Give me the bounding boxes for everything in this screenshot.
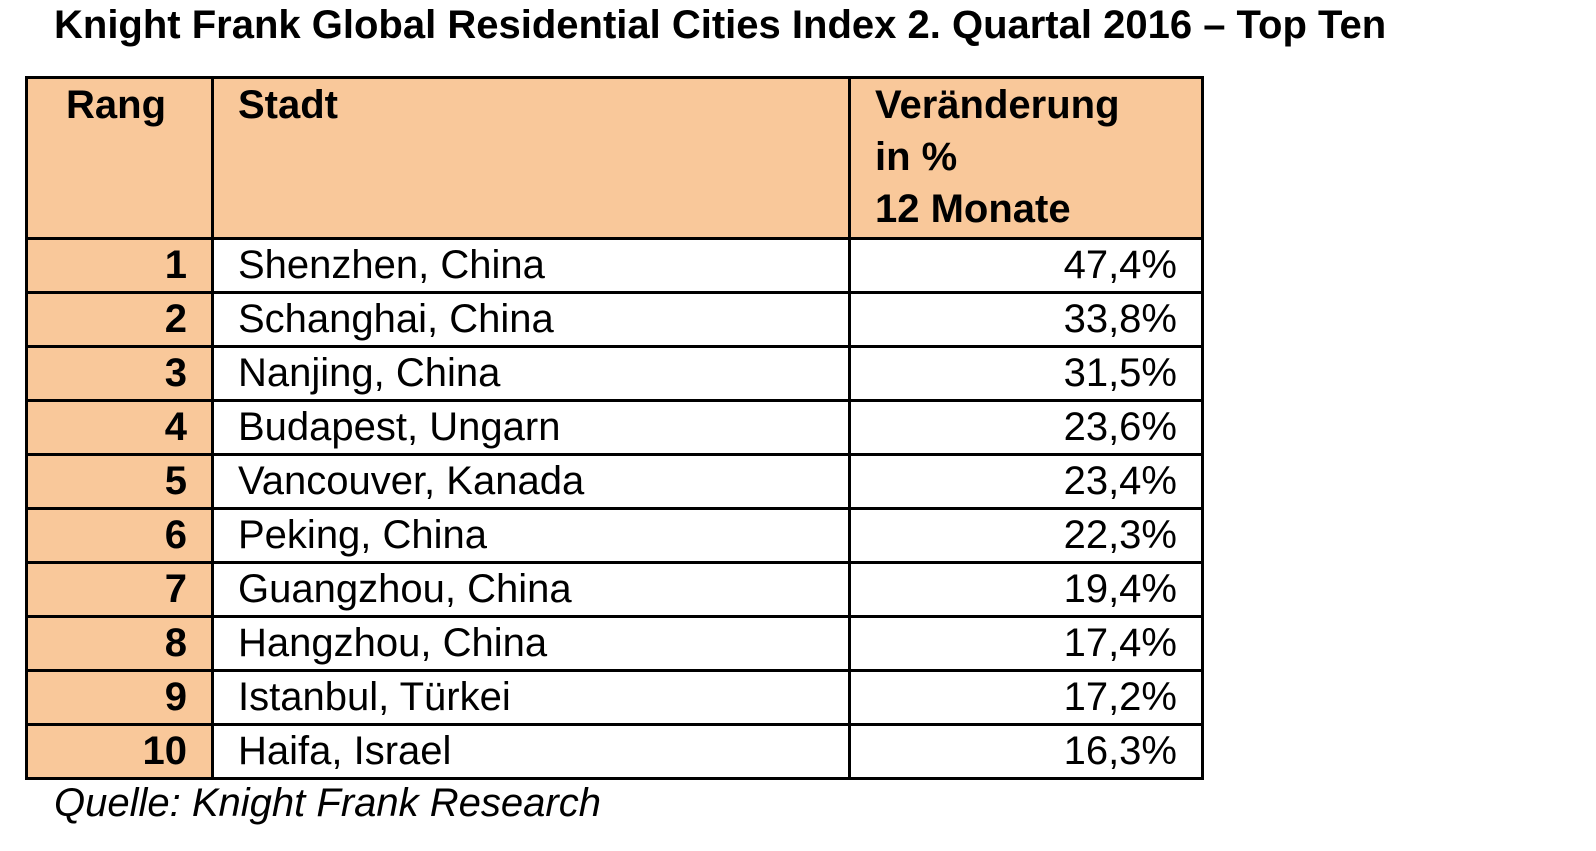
rank-cell: 4: [25, 399, 214, 456]
change-cell: 33,8%: [848, 291, 1204, 348]
header-rank: Rang: [25, 76, 214, 240]
table-row: 10 Haifa, Israel 16,3%: [25, 723, 1204, 780]
table-row: 4 Budapest, Ungarn 23,6%: [25, 399, 1204, 456]
header-change-line1: Veränderung: [875, 83, 1120, 127]
change-cell: 23,6%: [848, 399, 1204, 456]
source-note: Quelle: Knight Frank Research: [54, 781, 601, 825]
table-row: 8 Hangzhou, China 17,4%: [25, 615, 1204, 672]
header-city: Stadt: [211, 76, 851, 240]
city-cell: Schanghai, China: [211, 291, 851, 348]
rank-cell: 2: [25, 291, 214, 348]
rank-cell: 6: [25, 507, 214, 564]
header-change-line3: 12 Monate: [875, 187, 1071, 231]
city-cell: Vancouver, Kanada: [211, 453, 851, 510]
change-cell: 17,2%: [848, 669, 1204, 726]
city-cell: Guangzhou, China: [211, 561, 851, 618]
header-change: Veränderung in % 12 Monate: [848, 76, 1204, 240]
change-cell: 47,4%: [848, 237, 1204, 294]
city-cell: Budapest, Ungarn: [211, 399, 851, 456]
table-row: 3 Nanjing, China 31,5%: [25, 345, 1204, 402]
rank-cell: 8: [25, 615, 214, 672]
change-cell: 17,4%: [848, 615, 1204, 672]
table-row: 7 Guangzhou, China 19,4%: [25, 561, 1204, 618]
table-row: 6 Peking, China 22,3%: [25, 507, 1204, 564]
table-row: 5 Vancouver, Kanada 23,4%: [25, 453, 1204, 510]
rank-cell: 10: [25, 723, 214, 780]
rank-cell: 5: [25, 453, 214, 510]
city-cell: Nanjing, China: [211, 345, 851, 402]
change-cell: 19,4%: [848, 561, 1204, 618]
header-change-line2: in %: [875, 135, 958, 179]
rank-cell: 9: [25, 669, 214, 726]
change-cell: 23,4%: [848, 453, 1204, 510]
rank-cell: 1: [25, 237, 214, 294]
city-cell: Istanbul, Türkei: [211, 669, 851, 726]
table-row: 2 Schanghai, China 33,8%: [25, 291, 1204, 348]
table-row: 9 Istanbul, Türkei 17,2%: [25, 669, 1204, 726]
rank-cell: 3: [25, 345, 214, 402]
city-cell: Hangzhou, China: [211, 615, 851, 672]
city-cell: Peking, China: [211, 507, 851, 564]
table-row: 1 Shenzhen, China 47,4%: [25, 237, 1204, 294]
change-cell: 16,3%: [848, 723, 1204, 780]
change-cell: 22,3%: [848, 507, 1204, 564]
city-cell: Haifa, Israel: [211, 723, 851, 780]
rank-cell: 7: [25, 561, 214, 618]
document-title: Knight Frank Global Residential Cities I…: [54, 3, 1387, 47]
city-cell: Shenzhen, China: [211, 237, 851, 294]
table-header-row: Rang Stadt Veränderung in % 12 Monate: [25, 76, 1204, 240]
change-cell: 31,5%: [848, 345, 1204, 402]
ranking-table: Rang Stadt Veränderung in % 12 Monate 1 …: [25, 76, 1204, 780]
